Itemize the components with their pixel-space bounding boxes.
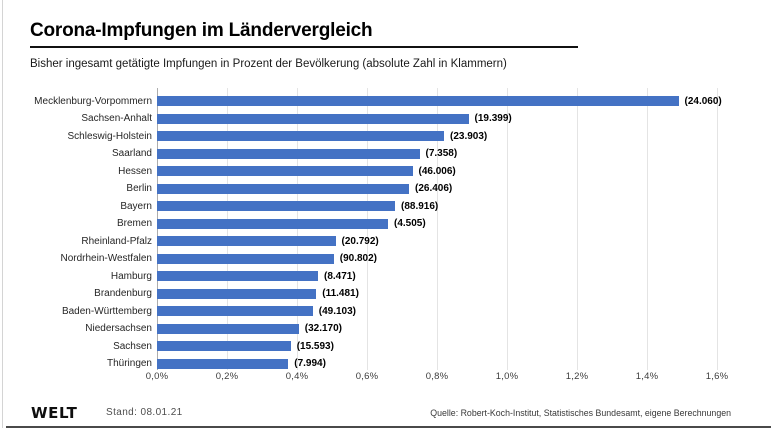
- value-label: (32.170): [304, 323, 342, 334]
- y-axis-line: [157, 88, 158, 370]
- gridline: [577, 88, 578, 370]
- category-label: Brandenburg: [94, 288, 152, 299]
- category-label: Niedersachsen: [85, 323, 152, 334]
- chart-row: Thüringen (7.994): [0, 355, 771, 373]
- chart-row: Saarland (7.358): [0, 145, 771, 163]
- chart-row: Hessen (46.006): [0, 162, 771, 180]
- category-label: Sachsen: [113, 340, 152, 352]
- chart-row: Sachsen (15.593): [0, 337, 771, 355]
- gridline: [437, 88, 438, 370]
- chart-row: Brandenburg (11.481): [0, 285, 771, 303]
- category-label: Hamburg: [110, 270, 152, 282]
- category-label: Hessen: [118, 165, 152, 177]
- bar: [157, 113, 469, 124]
- gridline: [717, 88, 718, 370]
- gridline: [297, 88, 298, 370]
- category-label: Bremen: [116, 218, 152, 229]
- value-label: (15.593): [296, 340, 334, 352]
- value-label: (20.792): [341, 235, 379, 247]
- value-label: (88.916): [401, 200, 439, 212]
- value-label: (90.802): [339, 253, 377, 264]
- value-label: (8.471): [324, 270, 356, 282]
- x-tick-label: 0,2%: [215, 371, 239, 382]
- bar: [157, 288, 317, 299]
- source-label: Quelle: Robert-Koch-Institut, Statistisc…: [430, 408, 731, 418]
- chart-row: Mecklenburg-Vorpommern (24.060): [0, 92, 771, 110]
- category-label: Baden-Württemberg: [61, 305, 152, 317]
- chart-row: Niedersachsen (32.170): [0, 320, 771, 338]
- gridline: [227, 88, 228, 370]
- stand-date-label: Stand: 08.01.21: [106, 407, 183, 418]
- category-label: Sachsen-Anhalt: [81, 113, 152, 124]
- welt-logo: WELT: [31, 404, 78, 422]
- bar: [157, 131, 444, 141]
- x-tick-label: 0,0%: [145, 371, 169, 382]
- bar: [157, 218, 388, 229]
- value-label: (7.358): [425, 148, 458, 159]
- chart-row: Baden-Württemberg (49.103): [0, 302, 771, 320]
- chart-row: Hamburg (8.471): [0, 267, 771, 285]
- chart-row: Schleswig-Holstein (23.903): [0, 127, 771, 145]
- bar: [157, 341, 291, 351]
- page-subtitle: Bisher ingesamt getätigte Impfungen in P…: [30, 58, 507, 70]
- page-title: Corona-Impfungen im Ländervergleich: [30, 20, 373, 41]
- x-tick-label: 0,8%: [425, 371, 449, 382]
- value-label: (19.399): [474, 113, 512, 124]
- value-label: (11.481): [322, 288, 359, 299]
- gridline: [367, 88, 368, 370]
- bar: [157, 183, 409, 194]
- value-label: (4.505): [394, 218, 426, 229]
- chart-row: Berlin (26.406): [0, 180, 771, 198]
- value-label: (24.060): [684, 95, 722, 107]
- page-bottom-border: [6, 426, 771, 428]
- category-label: Thüringen: [106, 358, 152, 369]
- x-tick-label: 1,0%: [495, 371, 519, 382]
- value-label: (46.006): [418, 165, 456, 177]
- x-axis: 0,0% 0,2% 0,4% 0,6% 0,8% 1,0% 1,2% 1,4% 1,6%: [0, 371, 771, 385]
- category-label: Rheinland-Pfalz: [81, 235, 152, 247]
- gridline: [647, 88, 648, 370]
- bar: [157, 166, 413, 176]
- x-tick-label: 1,6%: [705, 371, 729, 382]
- chart-row: Bayern (88.916): [0, 197, 771, 215]
- chart-row: Nordrhein-Westfalen (90.802): [0, 250, 771, 268]
- bar: [157, 96, 679, 106]
- value-label: (26.406): [415, 183, 453, 194]
- gridline: [507, 88, 508, 370]
- bar: [157, 253, 334, 264]
- bar: [157, 358, 289, 369]
- chart-row: Rheinland-Pfalz (20.792): [0, 232, 771, 250]
- bar: [157, 148, 420, 159]
- x-tick-label: 1,2%: [565, 371, 589, 382]
- chart-row: Bremen (4.505): [0, 215, 771, 233]
- page-left-border: [2, 0, 3, 428]
- value-label: (49.103): [318, 305, 356, 317]
- bar: [157, 271, 318, 281]
- category-label: Bayern: [120, 200, 152, 212]
- bar: [157, 306, 313, 316]
- bar: [157, 323, 299, 334]
- category-label: Berlin: [126, 183, 152, 194]
- bar: [157, 201, 395, 211]
- category-label: Mecklenburg-Vorpommern: [34, 95, 152, 107]
- category-label: Saarland: [111, 148, 152, 159]
- x-tick-label: 0,6%: [355, 371, 379, 382]
- value-label: (23.903): [450, 130, 488, 142]
- footer: WELT Stand: 08.01.21 Quelle: Robert-Koch…: [0, 402, 771, 422]
- bar: [157, 236, 336, 246]
- x-tick-label: 0,4%: [285, 371, 309, 382]
- category-label: Schleswig-Holstein: [67, 130, 152, 142]
- value-label: (7.994): [294, 358, 326, 369]
- chart-row: Sachsen-Anhalt (19.399): [0, 110, 771, 128]
- category-label: Nordrhein-Westfalen: [60, 253, 152, 264]
- x-tick-label: 1,4%: [635, 371, 659, 382]
- title-underline-rule: [30, 46, 578, 48]
